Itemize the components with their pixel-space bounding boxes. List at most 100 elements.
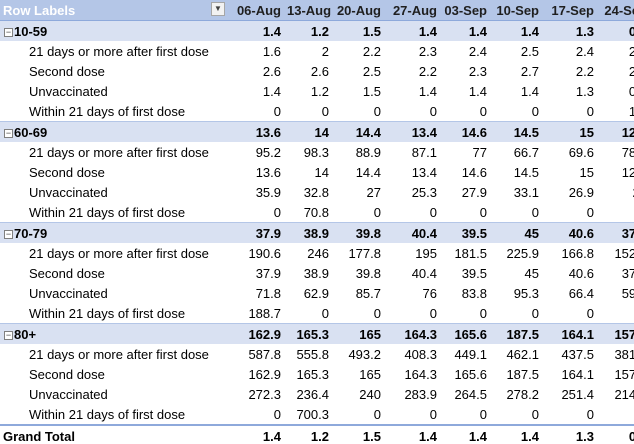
value-cell[interactable]: 77 xyxy=(472,144,487,160)
value-cell[interactable]: 164.3 xyxy=(404,366,437,382)
value-cell[interactable]: 2.6 xyxy=(310,63,329,79)
value-cell[interactable]: 0 xyxy=(373,204,381,220)
value-cell[interactable]: 13.4 xyxy=(384,121,440,142)
value-cell[interactable]: 14.5 xyxy=(513,164,539,180)
row-labels-header[interactable]: Row Labels ▼ xyxy=(0,0,227,21)
value-cell[interactable]: 246 xyxy=(307,245,329,261)
value-cell[interactable]: 157.4 xyxy=(597,323,634,344)
category-label[interactable]: Within 21 days of first dose xyxy=(29,406,186,422)
value-cell[interactable]: 14 xyxy=(284,121,332,142)
value-cell[interactable]: 87.1 xyxy=(411,144,437,160)
value-cell[interactable]: 381.5 xyxy=(614,346,634,362)
value-cell[interactable]: 13.4 xyxy=(411,164,437,180)
value-cell[interactable]: 1.2 xyxy=(284,424,332,444)
value-cell[interactable]: 278.2 xyxy=(506,386,539,402)
category-label[interactable]: Second dose xyxy=(29,164,105,180)
value-cell[interactable]: 1.3 xyxy=(542,424,597,444)
value-cell[interactable]: 181.5 xyxy=(454,245,487,261)
value-cell[interactable]: 1.6 xyxy=(262,43,281,59)
value-cell[interactable]: 0.9 xyxy=(597,20,634,41)
value-cell[interactable]: 0 xyxy=(597,303,634,324)
category-label[interactable]: Unvaccinated xyxy=(29,285,108,301)
value-cell[interactable]: 240 xyxy=(359,386,381,402)
value-cell[interactable]: 27.9 xyxy=(461,184,487,200)
group-label-cell[interactable]: −80+ xyxy=(0,323,227,344)
category-label[interactable]: Unvaccinated xyxy=(29,83,108,99)
value-cell[interactable]: 78.2 xyxy=(621,144,634,160)
value-cell[interactable]: 1.3 xyxy=(575,83,594,99)
value-cell[interactable]: 152.9 xyxy=(614,245,634,261)
value-cell[interactable]: 165 xyxy=(332,323,384,344)
value-cell[interactable]: 1.4 xyxy=(520,83,539,99)
value-cell[interactable]: 76 xyxy=(422,285,437,301)
value-cell[interactable]: 0 xyxy=(597,202,634,223)
value-cell[interactable]: 2.5 xyxy=(362,63,381,79)
value-cell[interactable]: 2.4 xyxy=(468,43,487,59)
value-cell[interactable]: 33.1 xyxy=(513,184,539,200)
value-cell[interactable]: 251.4 xyxy=(561,386,594,402)
value-cell[interactable]: 37.9 xyxy=(227,222,284,243)
value-cell[interactable]: 0 xyxy=(273,406,281,422)
value-cell[interactable]: 14.6 xyxy=(461,164,487,180)
value-cell[interactable]: 37.2 xyxy=(597,222,634,243)
value-cell[interactable]: 493.2 xyxy=(348,346,381,362)
value-cell[interactable]: 85.7 xyxy=(355,285,381,301)
group-label-cell[interactable]: −70-79 xyxy=(0,222,227,243)
value-cell[interactable]: 62.9 xyxy=(303,285,329,301)
value-cell[interactable]: 0 xyxy=(531,305,539,321)
category-label[interactable]: 21 days or more after first dose xyxy=(29,144,209,160)
value-cell[interactable]: 264.5 xyxy=(454,386,487,402)
value-cell[interactable]: 1.4 xyxy=(418,83,437,99)
value-cell[interactable]: 0 xyxy=(586,103,594,119)
value-cell[interactable]: 59.6 xyxy=(621,285,634,301)
value-cell[interactable]: 272.3 xyxy=(248,386,281,402)
value-cell[interactable]: 0 xyxy=(273,103,281,119)
value-cell[interactable]: 165.3 xyxy=(284,323,332,344)
value-cell[interactable]: 0 xyxy=(479,204,487,220)
value-cell[interactable]: 166.8 xyxy=(561,245,594,261)
value-cell[interactable]: 195 xyxy=(415,245,437,261)
value-cell[interactable]: 39.5 xyxy=(461,265,487,281)
value-cell[interactable]: 26.9 xyxy=(568,184,594,200)
category-label[interactable]: Unvaccinated xyxy=(29,386,108,402)
category-label[interactable]: Within 21 days of first dose xyxy=(29,305,186,321)
group-label-cell[interactable]: −10-59 xyxy=(0,20,227,41)
value-cell[interactable]: 27 xyxy=(366,184,381,200)
column-header-date[interactable]: 03-Sep xyxy=(440,0,490,21)
value-cell[interactable]: 187.5 xyxy=(506,366,539,382)
value-cell[interactable]: 1.4 xyxy=(468,83,487,99)
value-cell[interactable]: 1.5 xyxy=(362,83,381,99)
value-cell[interactable]: 449.1 xyxy=(454,346,487,362)
value-cell[interactable]: 15 xyxy=(542,121,597,142)
value-cell[interactable]: 14.5 xyxy=(490,121,542,142)
category-label[interactable]: 21 days or more after first dose xyxy=(29,43,209,59)
value-cell[interactable]: 236.4 xyxy=(296,386,329,402)
value-cell[interactable]: 164.3 xyxy=(384,323,440,344)
value-cell[interactable]: 162.9 xyxy=(248,366,281,382)
value-cell[interactable]: 2.7 xyxy=(520,63,539,79)
value-cell[interactable]: 1.4 xyxy=(384,20,440,41)
value-cell[interactable]: 2.3 xyxy=(468,63,487,79)
value-cell[interactable]: 1.4 xyxy=(440,424,490,444)
value-cell[interactable]: 162.9 xyxy=(227,323,284,344)
value-cell[interactable]: 14.4 xyxy=(355,164,381,180)
value-cell[interactable]: 187.5 xyxy=(490,323,542,344)
value-cell[interactable]: 164.1 xyxy=(542,323,597,344)
value-cell[interactable]: 35.9 xyxy=(255,184,281,200)
value-cell[interactable]: 2.2 xyxy=(362,43,381,59)
value-cell[interactable]: 13.6 xyxy=(227,121,284,142)
collapse-toggle-icon[interactable]: − xyxy=(4,26,13,37)
value-cell[interactable]: 0 xyxy=(597,404,634,425)
value-cell[interactable]: 0 xyxy=(373,406,381,422)
column-header-date[interactable]: 13-Aug xyxy=(284,0,332,21)
value-cell[interactable]: 66.7 xyxy=(513,144,539,160)
collapse-toggle-icon[interactable]: − xyxy=(4,228,13,239)
value-cell[interactable]: 1.4 xyxy=(440,20,490,41)
value-cell[interactable]: 0 xyxy=(586,305,594,321)
value-cell[interactable]: 0 xyxy=(429,204,437,220)
column-header-date[interactable]: 17-Sep xyxy=(542,0,597,21)
value-cell[interactable]: 177.8 xyxy=(348,245,381,261)
value-cell[interactable]: 0 xyxy=(531,103,539,119)
value-cell[interactable]: 2.3 xyxy=(418,43,437,59)
value-cell[interactable]: 2.5 xyxy=(520,43,539,59)
